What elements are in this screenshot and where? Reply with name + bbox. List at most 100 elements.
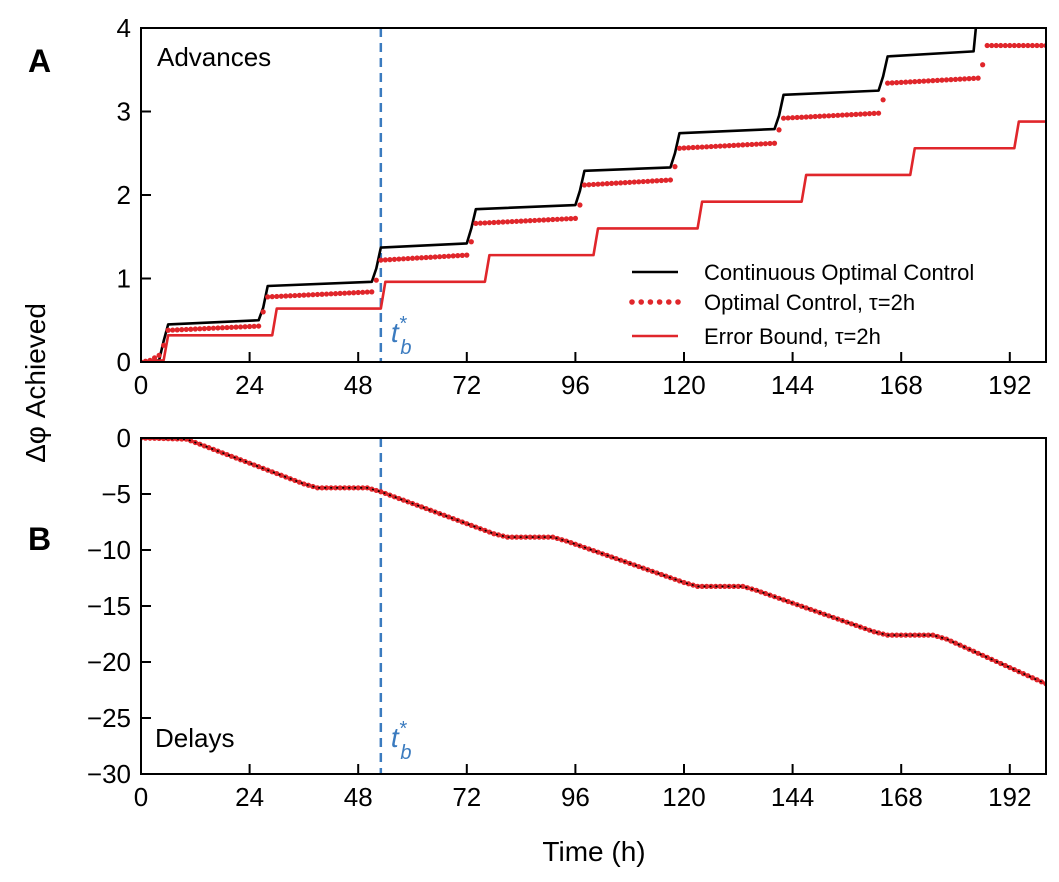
series-optimal-control-2h-point: [930, 78, 936, 84]
series-optimal-control-2h-point: [188, 326, 194, 332]
x-tick-label: 192: [988, 782, 1031, 812]
series-optimal-control-2h-point: [151, 355, 158, 361]
series-optimal-control-2h-point: [237, 324, 244, 330]
series-optimal-control-2h-point: [265, 294, 271, 300]
series-optimal-control-2h-point: [437, 254, 443, 260]
series-optimal-control-2h-point: [943, 77, 950, 83]
series-optimal-control-2h-point: [450, 253, 456, 259]
series-optimal-control-2h-point: [636, 179, 642, 185]
series-optimal-control-2h-point: [455, 253, 461, 259]
series-optimal-control-2h: [141, 42, 1046, 362]
series-optimal-control-2h-point: [165, 327, 171, 333]
series-optimal-control-2h-point: [794, 114, 800, 121]
legend-label: Continuous Optimal Control: [704, 260, 974, 285]
tb-sub: b: [400, 742, 411, 764]
x-tick-label: 0: [134, 782, 148, 812]
series-optimal-control-2h-point: [545, 217, 551, 223]
series-optimal-control-2h-point: [323, 291, 330, 297]
series-optimal-control-2h-point: [722, 143, 728, 149]
series-optimal-control-2h-point: [581, 182, 588, 188]
series-optimal-control-2h-point: [762, 141, 769, 147]
panel-b-delays: B Delays t* b 0 24 48 72 96 120 144 168 192 0 −5 −10 −15…: [28, 423, 1047, 812]
series-optimal-control-2h-point: [274, 293, 280, 300]
series-optimal-control-2h-point: [337, 290, 343, 296]
series-optimal-control-2h-point: [984, 42, 990, 49]
series-optimal-control-2h-point: [975, 75, 981, 81]
x-tick-label: 168: [880, 370, 923, 400]
series-optimal-control-2h-point: [767, 140, 773, 147]
y-tick-label: 3: [117, 97, 131, 127]
series-optimal-control-2h-point: [414, 255, 420, 261]
series-optimal-control-2h-point: [486, 220, 493, 226]
series-optimal-control-2h-point: [871, 110, 877, 117]
x-tick-label: 72: [452, 782, 481, 812]
x-tick-label: 24: [235, 370, 264, 400]
series-optimal-control-2h-point: [740, 142, 746, 148]
series-optimal-control-2h-point: [613, 180, 619, 186]
y-tick-label: 4: [117, 13, 131, 43]
legend-dot: [638, 299, 644, 305]
series-optimal-control-2h-point: [604, 181, 610, 187]
series-optimal-control-2h-point: [346, 290, 352, 296]
series-optimal-control-2h-point: [758, 141, 764, 147]
tb-sup: *: [399, 313, 408, 335]
series-optimal-control-2h-point: [369, 289, 375, 295]
series-optimal-control-2h-point: [292, 292, 298, 299]
series-optimal-control-2h-point: [776, 127, 782, 133]
series-optimal-control-2h-point: [373, 277, 379, 283]
series-optimal-control-2h-point: [219, 325, 226, 331]
tb-marker-label: t* b: [391, 313, 412, 359]
series-optimal-control-2h-point: [170, 327, 176, 333]
series-optimal-control-2h-point: [898, 79, 904, 85]
legend-dot: [666, 299, 672, 305]
series-optimal-control-2h-point: [649, 178, 655, 184]
legend-error-bound-2h: Error Bound, τ=2h: [632, 324, 881, 349]
series-optimal-control-2h-point: [305, 292, 312, 298]
x-tick-label: 144: [771, 782, 814, 812]
y-tick-label: −10: [87, 535, 131, 565]
y-tick-label: 2: [117, 180, 131, 210]
series-optimal-control-2h-point: [939, 77, 945, 83]
series-optimal-control-2h-point: [590, 181, 597, 188]
series-optimal-control-2h-point: [1020, 42, 1026, 49]
x-tick-label: 96: [561, 782, 590, 812]
x-tick-label: 144: [771, 370, 814, 400]
series-optimal-control-2h-point: [1029, 42, 1036, 49]
x-tick-label: 192: [988, 370, 1031, 400]
series-optimal-control-2h-point: [708, 143, 714, 150]
series-optimal-control-2h-point: [527, 218, 533, 224]
series-optimal-control-2h-point: [848, 112, 855, 118]
data-layer: [141, 28, 1046, 362]
series-optimal-control-2h-point: [731, 142, 737, 148]
series-optimal-control-2h-point: [618, 180, 624, 186]
series-optimal-control-2h-point: [342, 290, 348, 296]
series-optimal-control-2h-point: [586, 182, 592, 188]
series-optimal-control-2h-point: [568, 216, 574, 222]
series-optimal-control-2h-point: [749, 141, 755, 148]
series-optimal-control-2h-point: [355, 289, 361, 296]
x-tick-label: 24: [235, 782, 264, 812]
series-optimal-control-2h-point: [803, 114, 809, 120]
y-tick-label: −25: [87, 703, 131, 733]
series-optimal-control-2h-point: [509, 218, 515, 225]
legend-dot: [656, 299, 663, 305]
series-optimal-control-2h-point: [310, 292, 316, 298]
y-tick-label: −30: [87, 759, 131, 789]
legend-continuous-optimal-control: Continuous Optimal Control: [632, 260, 974, 285]
series-optimal-control-2h-point: [287, 293, 293, 299]
legend-dot: [675, 299, 681, 305]
series-optimal-control-2h-point: [880, 97, 886, 103]
series-optimal-control-2h-point: [382, 257, 388, 263]
series-optimal-control-2h-point: [599, 181, 606, 187]
series-optimal-control-2h-point: [735, 142, 741, 148]
y-tick-label: −5: [101, 479, 131, 509]
tb-sub: b: [400, 337, 411, 359]
series-optimal-control-2h-point: [554, 216, 560, 222]
series-optimal-control-2h-point: [826, 113, 832, 119]
series-optimal-control-2h-point: [1011, 42, 1017, 49]
series-optimal-control-2h-point: [532, 217, 538, 224]
series-optimal-control-2h-point: [1002, 42, 1008, 49]
series-optimal-control-2h-point: [717, 143, 723, 149]
series-optimal-control-2h-point: [885, 80, 891, 86]
series-optimal-control-2h-point: [934, 77, 941, 83]
